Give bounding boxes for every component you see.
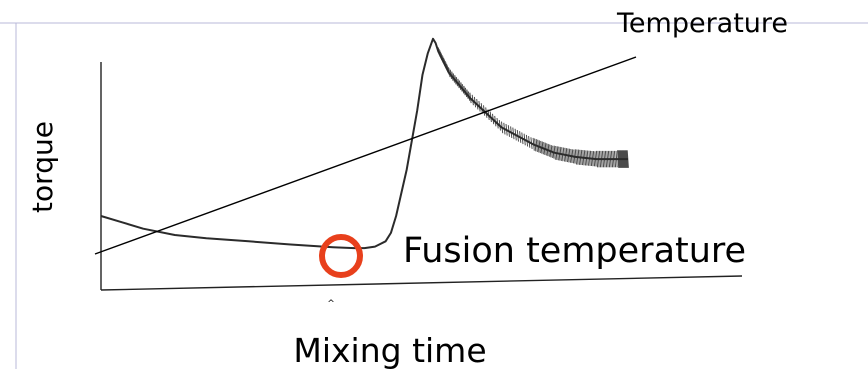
series-layer — [94, 37, 637, 255]
torque-trace-noise — [437, 47, 629, 168]
temperature-line — [94, 56, 637, 255]
y-axis-label: torque — [26, 121, 59, 213]
temperature-label: Temperature — [616, 8, 788, 39]
torque-trace-band — [100, 37, 628, 250]
x-axis-label: Mixing time — [293, 331, 486, 369]
temperature-series — [94, 56, 637, 255]
fusion-temperature-label: Fusion temperature — [403, 231, 746, 271]
x-axis-tick-mark: ^ — [327, 299, 335, 309]
x-axis — [100, 275, 743, 291]
torque-series — [100, 37, 629, 250]
fusion-point-marker — [319, 234, 363, 278]
